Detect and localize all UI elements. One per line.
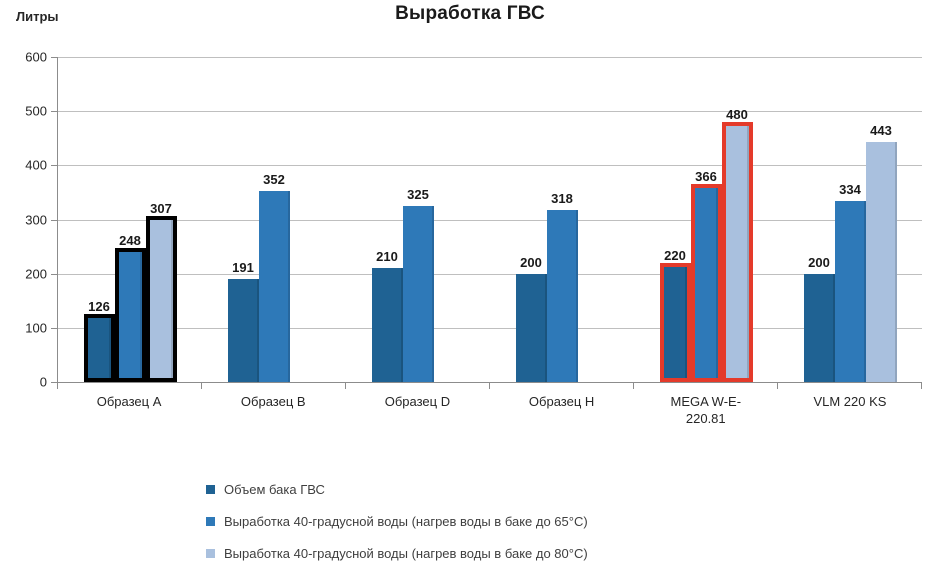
- gridline: [58, 57, 922, 58]
- y-axis-tick-label: 600: [25, 49, 47, 65]
- category-label-text: VLM 220 KS: [813, 394, 887, 409]
- category-label-text: Образец D: [384, 394, 451, 409]
- bar: 480: [721, 107, 753, 382]
- legend-swatch: [206, 516, 215, 526]
- x-axis-tick: [921, 383, 922, 389]
- legend-item: Выработка 40-градусной воды (нагрев воды…: [206, 505, 588, 537]
- bar: 220: [659, 248, 691, 382]
- bar-value-label: 325: [407, 186, 429, 202]
- bar-value-label: 334: [839, 182, 861, 198]
- category-label-text: Образец A: [96, 394, 162, 409]
- bar-value-label: 200: [520, 254, 542, 270]
- y-axis-tick-label: 0: [39, 374, 47, 390]
- category-label: Образец H: [490, 394, 634, 428]
- bar-value-label: 318: [551, 190, 573, 206]
- x-axis-tick: [57, 383, 58, 389]
- legend-label: Выработка 40-градусной воды (нагрев воды…: [224, 545, 588, 561]
- bar: 200: [803, 255, 835, 383]
- gridline: [58, 165, 922, 167]
- y-axis-tick: [51, 327, 57, 329]
- legend-item: Объем бака ГВС: [206, 473, 588, 505]
- legend-swatch: [206, 484, 215, 494]
- bar-value-label: 220: [664, 247, 686, 263]
- bar: 200: [515, 255, 547, 383]
- bar-groups-layer: 126 248 307 191 352 210 325 200 318 220 366 480 200 3…: [58, 57, 922, 383]
- bar-value-label: 248: [119, 232, 141, 248]
- y-axis-tick: [51, 382, 57, 383]
- bar-group: 200 334 443: [778, 57, 922, 383]
- bar-group: 220 366 480: [634, 57, 778, 382]
- x-axis-tick: [777, 383, 778, 389]
- bar-value-label: 352: [263, 172, 285, 188]
- bar-group: 126 248 307: [58, 57, 202, 382]
- legend-item: Выработка 40-градусной воды (нагрев воды…: [206, 537, 588, 569]
- bar: 210: [371, 249, 403, 382]
- bar-group: 210 325: [346, 57, 490, 383]
- category-label-text: MEGA W-E-220.81: [670, 394, 742, 426]
- x-axis-tick: [200, 383, 202, 389]
- x-axis-tick: [489, 383, 490, 389]
- bar-value-label: 200: [808, 254, 830, 270]
- y-axis-tick-label: 300: [25, 212, 47, 227]
- bar: 248: [114, 233, 146, 382]
- bar: 126: [83, 299, 115, 382]
- y-axis-tick: [51, 57, 57, 58]
- y-axis-tick-label: 200: [25, 266, 47, 282]
- bar-value-label: 307: [150, 200, 172, 216]
- plot-area: 0 100 200 300 400 500 600 126 248 307 191 352 210 32…: [25, 50, 922, 390]
- y-axis-tick: [51, 111, 57, 113]
- category-label: Образец D: [345, 394, 489, 428]
- bar: 325: [402, 187, 434, 383]
- bar: 366: [690, 169, 722, 382]
- category-label: VLM 220 KS: [778, 394, 922, 428]
- bar: 307: [145, 201, 177, 382]
- bar: 352: [258, 172, 290, 382]
- category-label-text: Образец H: [528, 394, 595, 409]
- legend: Объем бака ГВС Выработка 40-градусной вод…: [206, 473, 588, 569]
- category-label: Образец A: [57, 394, 201, 428]
- bar-value-label: 210: [376, 249, 398, 265]
- category-label: MEGA W-E-220.81: [634, 394, 778, 428]
- legend-label: Выработка 40-градусной воды (нагрев воды…: [224, 513, 588, 529]
- y-axis-tick-label: 100: [25, 320, 47, 336]
- bar: 191: [227, 260, 259, 383]
- bar-value-label: 126: [88, 298, 110, 314]
- legend-swatch: [206, 548, 215, 558]
- x-axis-tick: [632, 383, 634, 389]
- bar-value-label: 480: [726, 107, 748, 122]
- bar-group: 200 318: [490, 57, 634, 383]
- y-axis-tick: [51, 273, 57, 275]
- x-axis-tick: [344, 383, 346, 389]
- bar-value-label: 191: [232, 259, 254, 275]
- bar: 318: [546, 191, 578, 383]
- gridline: [58, 327, 922, 329]
- y-axis-unit-label: Литры: [16, 9, 59, 24]
- bar: 334: [834, 182, 866, 382]
- bar-value-label: 366: [695, 168, 717, 184]
- category-axis: Образец A Образец B Образец D Образец H MEGA…: [57, 394, 922, 428]
- gridline: [58, 219, 922, 221]
- y-axis-tick-label: 400: [25, 157, 47, 173]
- bar-value-label: 443: [870, 123, 892, 139]
- y-axis-tick: [51, 165, 57, 167]
- chart-title: Выработка ГВС: [395, 3, 545, 24]
- y-axis-tick: [51, 219, 57, 221]
- gridline: [58, 273, 922, 275]
- bar-group: 191 352: [202, 57, 346, 383]
- bar: 443: [865, 123, 897, 382]
- gridline: [58, 111, 922, 113]
- category-label-text: Образец B: [240, 394, 306, 409]
- y-axis-tick-label: 500: [25, 103, 47, 119]
- legend-label: Объем бака ГВС: [224, 481, 325, 497]
- category-label: Образец B: [201, 394, 345, 428]
